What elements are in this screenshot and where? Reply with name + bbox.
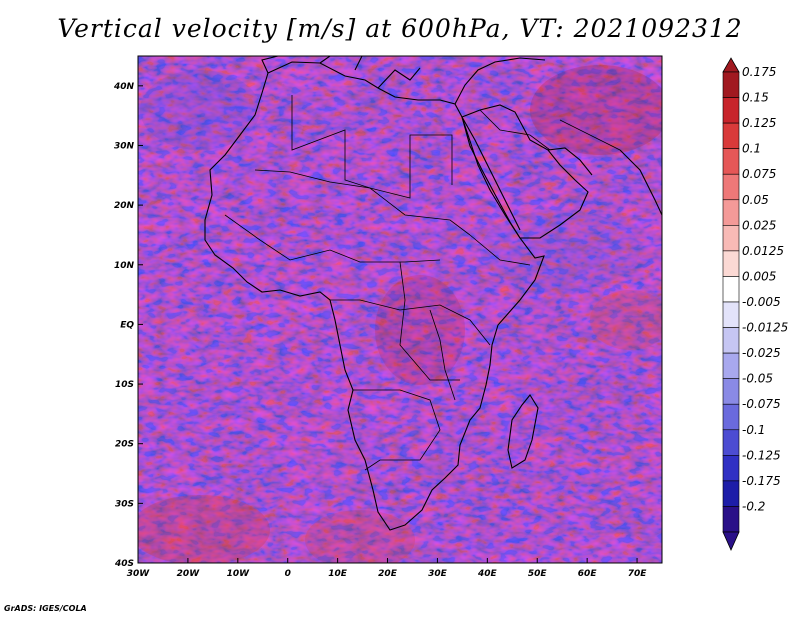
- colorbar-swatch: [722, 455, 740, 482]
- map-title: Vertical velocity [m/s] at 600hPa, VT: 2…: [57, 14, 743, 43]
- colorbar-label: -0.125: [742, 448, 781, 462]
- lat-tick-label: 30N: [114, 141, 135, 151]
- colorbar-label: -0.005: [742, 295, 781, 309]
- border-west-africa: [224, 214, 441, 263]
- field-tint-north-atlantic: [140, 70, 260, 150]
- lon-tick-label: 20E: [378, 569, 398, 579]
- colorbar-swatch: [722, 327, 740, 354]
- border-central-africa: [330, 299, 491, 346]
- lat-tick-label: 40N: [113, 82, 135, 92]
- europe-coastline: [261, 56, 421, 89]
- map-frame: [137, 55, 663, 564]
- velocity-field-fine: [138, 56, 662, 563]
- lat-tick-label: 10S: [115, 380, 134, 390]
- colorbar-label: 0.0125: [742, 244, 784, 258]
- field-tint-central-africa: [375, 275, 465, 385]
- border-middle-east: [479, 109, 621, 151]
- lat-tick-label: 10N: [114, 261, 135, 271]
- lat-tick-label: EQ: [120, 320, 134, 330]
- persian-gulf-coast: [547, 147, 593, 176]
- colorbar-swatch: [722, 276, 740, 303]
- border-horn: [469, 234, 531, 266]
- colorbar-label: -0.2: [742, 499, 765, 513]
- grads-credit: GrADS: IGES/COLA: [4, 604, 87, 613]
- lat-tick-label: 20N: [114, 201, 135, 211]
- colorbar-swatch: [722, 199, 740, 226]
- colorbar-label: 0.175: [742, 65, 776, 79]
- lon-tick-label: 10W: [227, 569, 251, 579]
- colorbar-swatch: [722, 173, 740, 201]
- colorbar-swatch: [722, 506, 740, 533]
- field-tint-indian-ocean: [590, 290, 662, 350]
- lon-tick-label: 20W: [177, 569, 201, 579]
- border-southern-africa: [353, 389, 441, 471]
- colorbar: 0.175 0.15 0.125 0.1 0.075 0.05 0.025 0.0125 0.0…: [722, 57, 788, 551]
- lon-tick-label: 60E: [578, 569, 598, 579]
- colorbar-swatch: [722, 71, 740, 98]
- field-tint-arabian-sea: [480, 210, 640, 290]
- lon-tick-label: 30W: [127, 569, 151, 579]
- colorbar-label: 0.075: [742, 167, 776, 181]
- colorbar-swatch: [722, 225, 740, 252]
- lon-tick-label: 70E: [628, 569, 648, 579]
- field-tint-south-africa: [305, 510, 415, 563]
- lon-tick-label: 40E: [477, 569, 498, 579]
- border-sahel: [254, 169, 471, 236]
- colorbar-label: -0.1: [742, 423, 765, 437]
- colorbar-label: 0.1: [742, 142, 761, 156]
- colorbar-label: -0.05: [742, 372, 773, 386]
- lon-tick-label: 10E: [328, 569, 348, 579]
- colorbar-label: -0.175: [742, 474, 781, 488]
- colorbar-swatch: [722, 250, 740, 277]
- colorbar-label: 0.05: [742, 193, 769, 207]
- colorbar-swatch: [722, 301, 740, 328]
- longitude-axis: 30W 20W 10W 0 10E 20E 30E 40E 50E 60E 70E: [127, 558, 647, 579]
- red-sea-west-coast: [461, 116, 521, 231]
- colorbar-swatch: [722, 352, 740, 379]
- lat-tick-label: 40S: [114, 559, 134, 569]
- arabia-coastline: [461, 104, 589, 239]
- colorbar-swatch: [722, 429, 740, 456]
- colorbar-swatch: [722, 122, 740, 149]
- border-great-lakes: [429, 309, 456, 401]
- africa-coastline: [204, 61, 545, 531]
- colorbar-swatch: [722, 148, 740, 175]
- coastlines: [204, 56, 662, 531]
- colorbar-label: 0.005: [742, 269, 776, 283]
- india-coastline: [619, 149, 662, 216]
- border-east-africa: [399, 261, 460, 381]
- field-tint-south-atlantic: [138, 495, 270, 563]
- lon-tick-label: 0: [285, 569, 291, 579]
- middle-east-coast: [454, 57, 546, 105]
- colorbar-label: -0.075: [742, 397, 781, 411]
- colorbar-bottom-arrow: [722, 531, 740, 551]
- colorbar-swatch: [722, 480, 740, 507]
- colorbar-label: 0.125: [742, 116, 776, 130]
- latitude-axis: 40N 30N 20N 10N EQ 10S 20S 30S 40S: [113, 82, 143, 569]
- colorbar-label: -0.025: [742, 346, 781, 360]
- colorbar-top-arrow: [722, 57, 740, 73]
- lon-tick-label: 30E: [428, 569, 448, 579]
- lat-tick-label: 20S: [115, 440, 134, 450]
- colorbar-swatch: [722, 378, 740, 405]
- colorbar-label: -0.0125: [742, 321, 788, 335]
- field-tint-iran: [530, 65, 662, 155]
- madagascar-coastline: [507, 394, 539, 469]
- country-borders: [224, 95, 621, 471]
- lat-tick-label: 30S: [115, 499, 134, 509]
- colorbar-label: 0.025: [742, 218, 776, 232]
- lon-tick-label: 50E: [528, 569, 548, 579]
- colorbar-swatch: [722, 97, 740, 124]
- map-panel: [137, 55, 663, 564]
- colorbar-label: 0.15: [742, 91, 769, 105]
- colorbar-swatch: [722, 403, 740, 431]
